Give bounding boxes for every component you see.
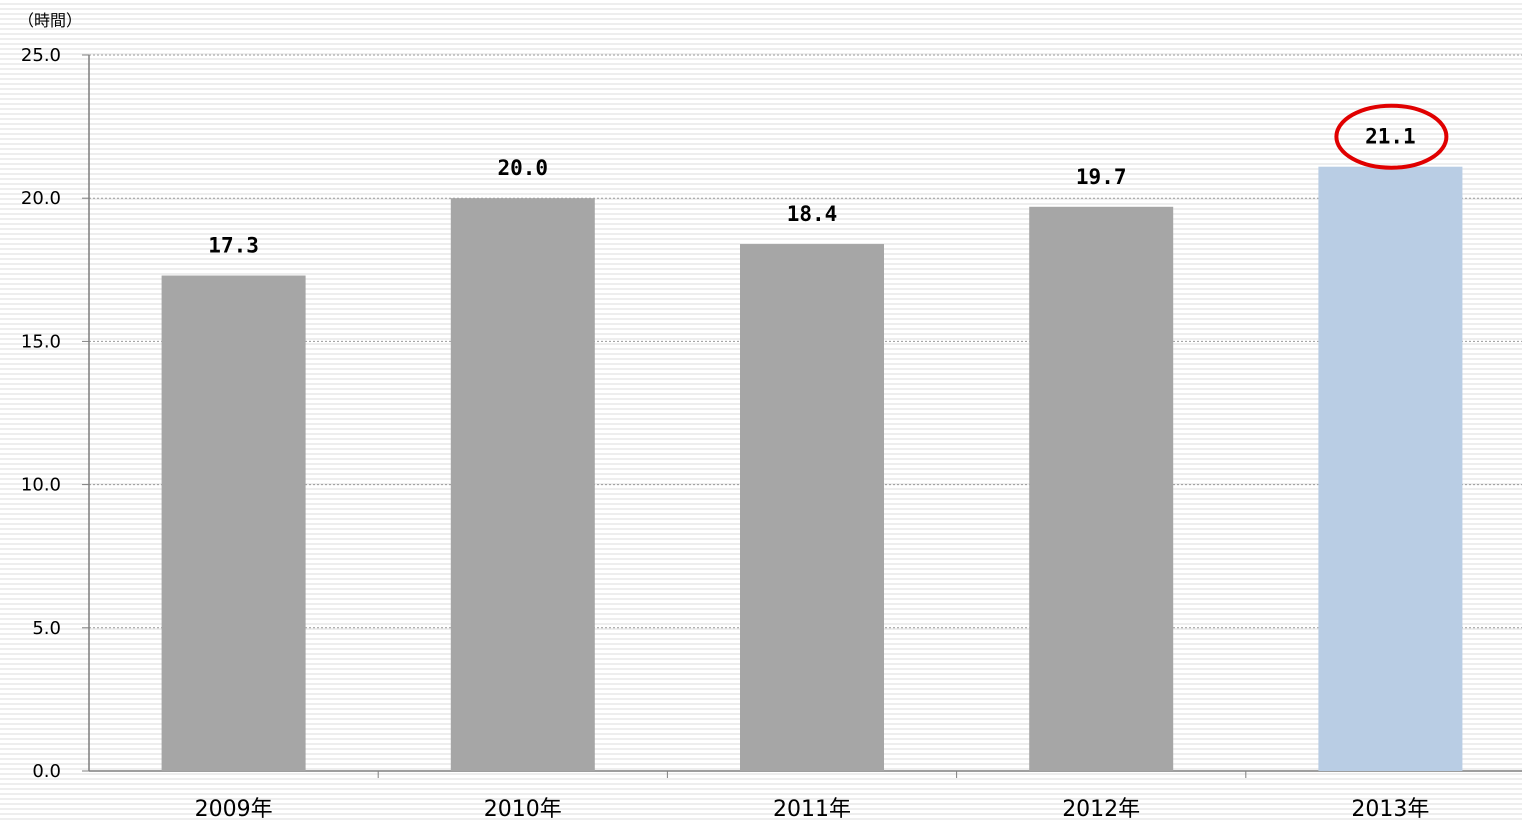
x-tick-label: 2012年 [1062,797,1140,822]
data-label: 19.7 [1076,165,1127,189]
bar-2009年 [161,275,306,771]
bar-2013年 [1318,166,1463,772]
x-tick-label: 2013年 [1351,797,1429,822]
labels: 0.0 5.0 10.0 15.0 20.0 25.0 17.3 2009年 20.0 2010年… [21,45,1449,822]
y-tick-label: 25.0 [21,45,61,66]
data-label: 20.0 [498,156,549,180]
bar-2010年 [450,198,595,771]
x-tick-label: 2009年 [195,797,273,822]
bar-2012年 [1029,206,1174,772]
x-tick-label: 2010年 [484,797,562,822]
data-label: 17.3 [208,234,259,258]
y-axis-unit-label: （時間） [18,11,82,30]
y-tick-label: 10.0 [21,475,61,496]
y-tick-label: 20.0 [21,188,61,209]
data-label: 21.1 [1365,125,1416,149]
x-tick-label: 2011年 [773,797,851,822]
bar-2011年 [740,244,884,772]
data-label: 18.4 [787,202,838,226]
y-tick-label: 0.0 [32,761,61,782]
y-tick-label: 15.0 [21,331,61,352]
y-tick-label: 5.0 [32,618,61,639]
highlight-circle [1334,103,1449,170]
bars [161,166,1463,772]
